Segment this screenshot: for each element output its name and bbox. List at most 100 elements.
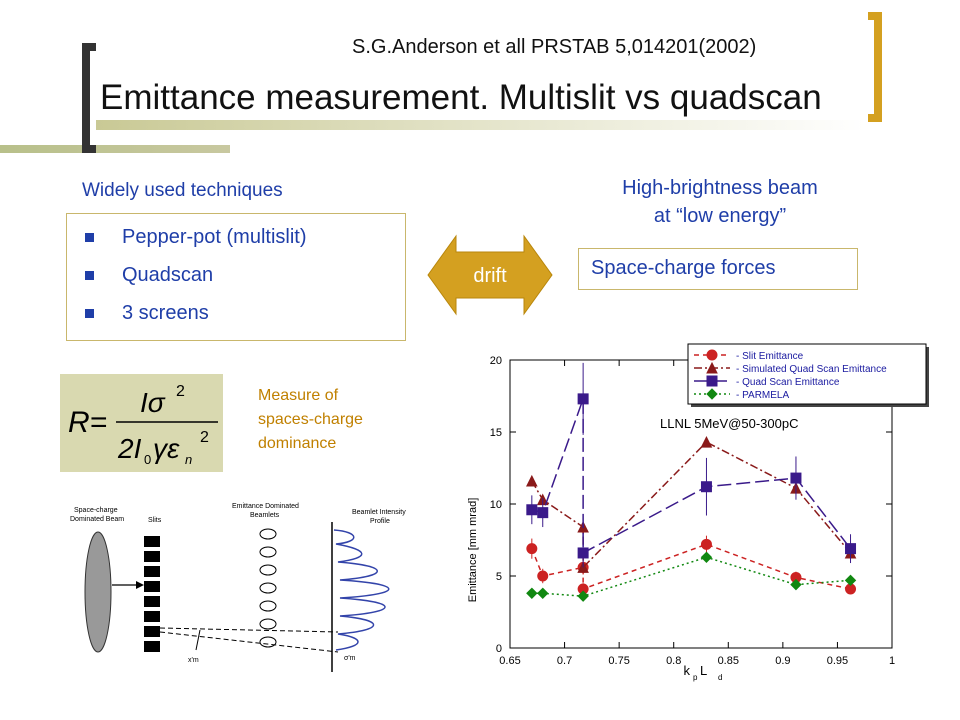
x-tick-label: 0.85 <box>718 655 739 667</box>
data-point <box>700 435 713 448</box>
svg-text:n: n <box>185 452 192 467</box>
techniques-heading: Widely used techniques <box>82 180 283 201</box>
multislit-schematic: Space-charge Dominated Beam Slits Emitta… <box>70 503 406 672</box>
data-point <box>844 574 857 587</box>
beamlets-label-2: Beamlets <box>250 512 280 519</box>
technique-label: Pepper-pot (multislit) <box>122 226 307 248</box>
data-point <box>700 481 712 493</box>
bullet-icon <box>85 309 94 319</box>
svg-text:γε: γε <box>153 433 180 464</box>
beam-heading: High-brightness beam at “low energy” <box>560 174 880 230</box>
data-point <box>845 543 857 555</box>
legend-marker <box>706 388 718 400</box>
x-tick-label: 0.75 <box>608 655 629 667</box>
x-tick-label: 0.65 <box>499 655 520 667</box>
techniques-list-box: Pepper-pot (multislit) Quadscan 3 screen… <box>66 213 406 341</box>
profile-label-2: Profile <box>370 518 390 525</box>
y-tick-label: 20 <box>490 355 502 367</box>
data-point <box>526 543 538 555</box>
left-bracket-decoration <box>82 43 96 153</box>
legend-marker <box>706 375 718 387</box>
beam-ellipse <box>84 531 112 653</box>
technique-item: Pepper-pot (multislit) <box>85 226 307 249</box>
data-point <box>790 472 802 484</box>
formula-box: R = Iσ 2 2I 0 γε n 2 <box>60 374 223 472</box>
y-axis-label: Emittance [mm mrad] <box>467 498 479 603</box>
data-point <box>526 504 538 516</box>
svg-text:R: R <box>68 406 90 439</box>
data-point <box>577 547 589 559</box>
series-line <box>531 556 851 597</box>
legend-entry: - Simulated Quad Scan Emittance <box>736 364 887 375</box>
reference-citation: S.G.Anderson et all PRSTAB 5,014201(2002… <box>352 36 757 58</box>
data-point <box>526 587 538 599</box>
title-underline-bar <box>0 145 230 153</box>
data-point <box>526 474 538 487</box>
y-tick-label: 15 <box>490 427 502 439</box>
beam-label: Space-charge <box>74 507 118 514</box>
x-axis-label-main: k <box>684 663 691 678</box>
y-tick-label: 10 <box>490 499 502 511</box>
data-point <box>537 587 549 599</box>
technique-item: Quadscan <box>85 264 213 287</box>
svg-text:2: 2 <box>200 429 209 446</box>
beam-heading-line2: at “low energy” <box>653 205 787 227</box>
y-tick-label: 5 <box>496 571 502 583</box>
right-bracket-decoration <box>868 12 882 122</box>
x-axis-label: k p L d <box>684 663 723 682</box>
profile-label: Beamlet Intensity <box>352 509 406 516</box>
drift-label: drift <box>473 265 507 287</box>
svg-text:2: 2 <box>176 383 185 400</box>
beamlets-label: Emittance Dominated <box>232 503 299 510</box>
x-axis-label-sub1: p <box>693 673 698 682</box>
legend-entry: - Quad Scan Emittance <box>736 377 840 388</box>
data-point <box>577 590 589 602</box>
space-charge-box: Space-charge forces <box>578 248 858 290</box>
beam-heading-line1: High-brightness beam <box>622 177 818 199</box>
chart-annotation: LLNL 5MeV@50-300pC <box>660 416 798 431</box>
svg-text:=: = <box>90 406 108 439</box>
x-tick-label: 0.9 <box>775 655 790 667</box>
measure-line2: spaces-charge <box>258 411 363 428</box>
x-axis-label-sub2: d <box>718 673 722 682</box>
emittance-chart: LLNL 5MeV@50-300pC Emittance [mm mrad] k… <box>467 343 929 682</box>
title-shadow-bar <box>96 120 866 130</box>
bullet-icon <box>85 271 94 281</box>
legend-entry: - PARMELA <box>736 390 789 401</box>
data-point <box>700 551 713 563</box>
slits-label: Slits <box>148 517 162 524</box>
data-point <box>790 578 802 591</box>
technique-label: 3 screens <box>122 302 209 324</box>
x-axis-label-mid: L <box>700 663 707 678</box>
svg-text:Iσ: Iσ <box>140 387 166 418</box>
beam-label-2: Dominated Beam <box>70 516 124 523</box>
legend-box <box>687 343 927 405</box>
y-tick-label: 0 <box>496 643 502 655</box>
data-point <box>700 538 712 550</box>
measure-caption: Measure of spaces-charge dominance <box>258 384 363 456</box>
sigma-label: σ'm <box>344 655 356 662</box>
technique-label: Quadscan <box>122 264 214 286</box>
data-point <box>537 507 549 519</box>
double-arrow-shape <box>427 234 553 316</box>
x-tick-label: 1 <box>889 655 895 667</box>
data-point <box>537 570 549 582</box>
legend-entry: - Slit Emittance <box>736 351 804 362</box>
data-point <box>577 393 589 405</box>
legend-marker <box>706 349 718 361</box>
beamlet-ovals <box>259 528 277 648</box>
legend-marker <box>706 361 718 374</box>
drift-double-arrow: drift <box>427 234 553 316</box>
xm-label: x'm <box>188 657 199 664</box>
svg-text:2I: 2I <box>117 433 142 464</box>
measure-line3: dominance <box>258 435 337 452</box>
slit-array <box>144 536 160 652</box>
intensity-profile-curve <box>333 529 390 651</box>
x-tick-label: 0.8 <box>666 655 681 667</box>
x-tick-label: 0.7 <box>557 655 572 667</box>
measure-line1: Measure of <box>258 387 339 404</box>
svg-text:0: 0 <box>144 452 151 467</box>
slide-title: Emittance measurement. Multislit vs quad… <box>100 78 822 117</box>
space-charge-ratio-formula: R = Iσ 2 2I 0 γε n 2 <box>68 383 218 467</box>
technique-item: 3 screens <box>85 302 209 325</box>
